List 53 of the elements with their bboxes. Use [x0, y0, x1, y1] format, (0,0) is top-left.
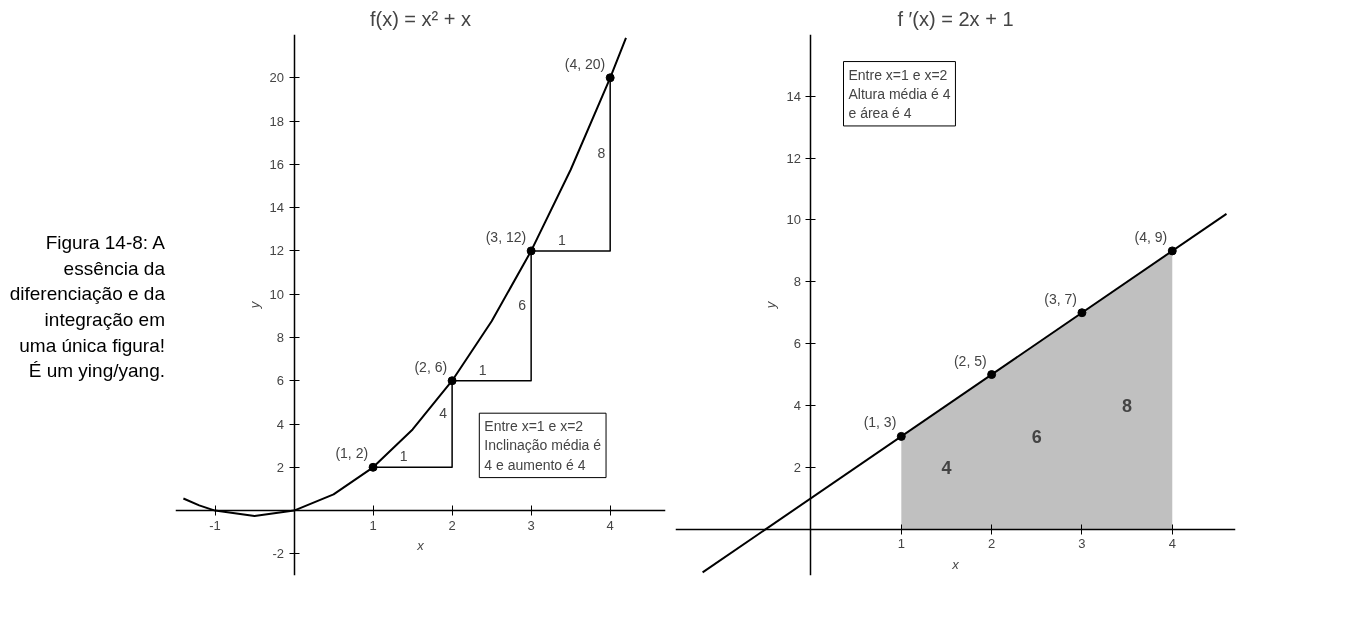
y-tick-label: 6: [793, 336, 801, 352]
x-tick-label: 2: [448, 517, 456, 533]
chart-title: f(x) = x² + x: [369, 7, 472, 30]
annotation: 1: [478, 361, 487, 378]
annotation: 1: [557, 231, 566, 248]
annotation: 1: [399, 448, 408, 465]
x-axis-title: x: [416, 537, 425, 553]
y-axis-title: y: [763, 300, 779, 310]
y-tick-label: 12: [786, 150, 801, 166]
y-tick-label: 6: [276, 373, 285, 389]
y-tick-label: 10: [269, 286, 285, 302]
y-tick-label: 8: [276, 329, 285, 345]
y-tick-label: 2: [276, 459, 285, 475]
y-tick-label: 12: [269, 243, 285, 259]
x-tick-label: 1: [369, 517, 377, 533]
y-tick-label: 4: [276, 416, 285, 432]
x-tick-label: 3: [527, 517, 535, 533]
x-tick-label: 3: [1078, 536, 1086, 552]
annotation: 8: [1122, 395, 1133, 416]
y-tick-label: 8: [793, 274, 801, 290]
annotation: 6: [1031, 426, 1042, 447]
x-tick-label: 1: [897, 536, 905, 552]
annotation: 6: [518, 296, 527, 313]
y-tick-label: 16: [269, 156, 285, 172]
x-tick-label: -1: [209, 517, 221, 533]
x-tick-label: 4: [1168, 536, 1176, 552]
y-tick-label: -2: [272, 546, 285, 562]
y-tick-label: 4: [793, 397, 801, 413]
y-tick-label: 18: [269, 113, 285, 129]
text: Figura 14-8: A essência da diferenciação e da integração em uma única figura! É um ying/yang.: [8, 231, 165, 384]
x-axis-title: x: [951, 556, 960, 572]
annotation: (1, 3): [863, 414, 897, 431]
annotation: (4, 20): [564, 55, 606, 72]
annotation: (4, 9): [1134, 228, 1168, 245]
annotation: Entre x=1 e x=2 Altura média é 4 e área é 4: [848, 66, 951, 121]
annotation: 4: [941, 457, 952, 478]
x-tick-label: 4: [606, 517, 614, 533]
y-tick-label: 14: [269, 200, 285, 216]
annotation: Entre x=1 e x=2 Inclinação média é 4 e aumento é 4: [484, 418, 602, 473]
y-tick-label: 14: [786, 88, 801, 104]
annotation: 4: [439, 405, 448, 422]
annotation: (2, 5): [953, 352, 987, 369]
annotation: (2, 6): [414, 358, 448, 375]
annotation: 8: [597, 145, 606, 162]
y-axis-title: y: [247, 300, 263, 310]
annotation: (1, 2): [335, 445, 369, 462]
chart-title: f ′(x) = 2x + 1: [897, 7, 1014, 30]
annotation: (3, 7): [1044, 290, 1077, 307]
y-tick-label: 2: [793, 459, 801, 475]
annotation: (3, 12): [485, 228, 527, 245]
y-tick-label: 10: [786, 212, 801, 228]
x-tick-label: 2: [988, 536, 996, 552]
y-tick-label: 20: [269, 70, 285, 86]
